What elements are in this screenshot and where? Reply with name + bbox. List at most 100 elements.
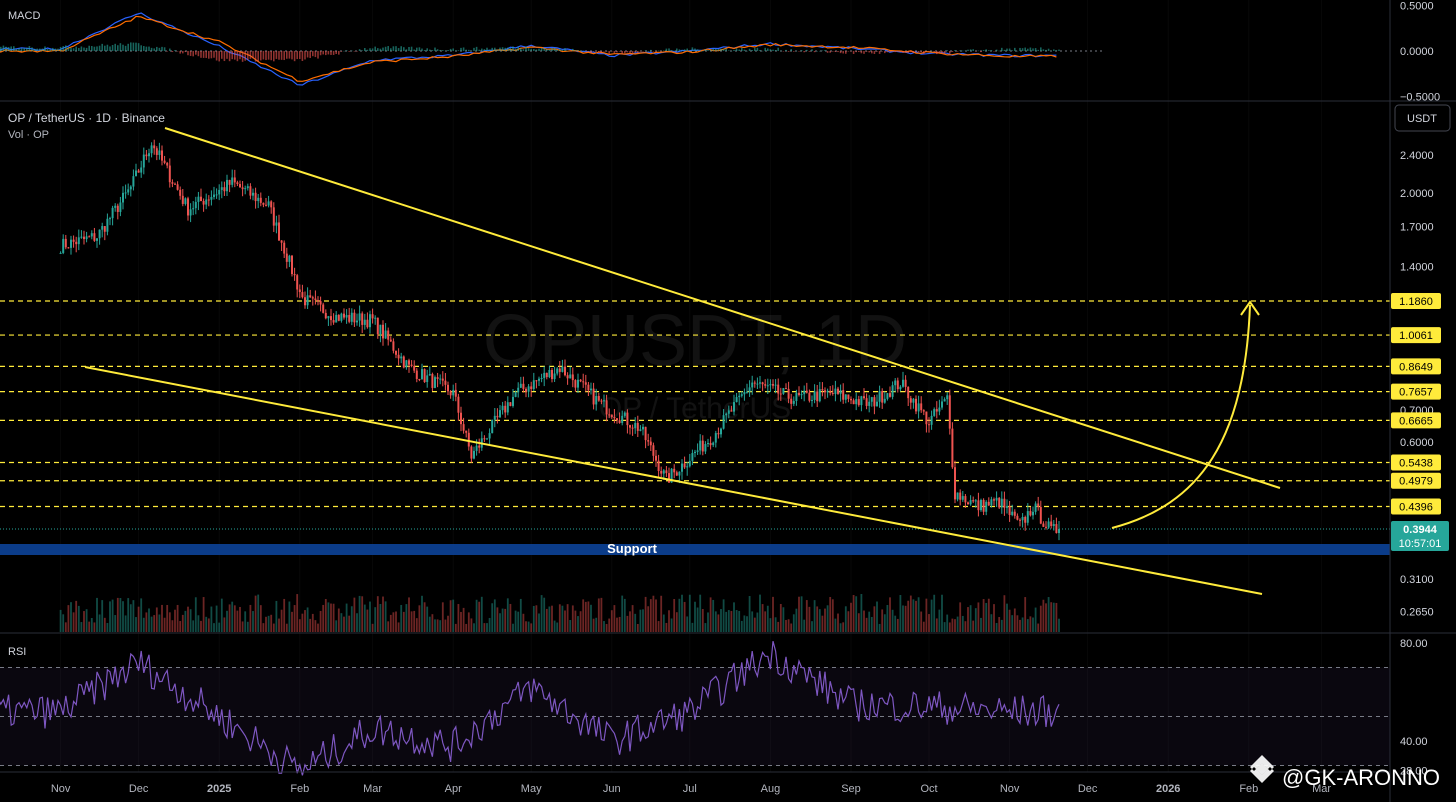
candle	[361, 311, 364, 334]
candle-body	[431, 373, 434, 388]
candle-body	[267, 201, 270, 206]
macd-histogram-bar	[587, 51, 590, 52]
price-level-tag-bg	[1391, 327, 1441, 344]
volume-bar	[1000, 619, 1003, 632]
candle	[592, 382, 595, 410]
macd-histogram-bar	[426, 48, 428, 51]
volume-bar	[1011, 615, 1014, 632]
macd-histogram-bar	[317, 51, 319, 59]
macd-histogram-bar	[379, 48, 382, 51]
macd-histogram-bar	[863, 51, 865, 54]
lower-trendline[interactable]	[84, 366, 1263, 595]
macd-histogram-bar	[936, 51, 938, 55]
candle	[384, 323, 387, 339]
macd-histogram-bar	[527, 48, 530, 51]
macd-histogram-bar	[551, 48, 553, 51]
candle-body	[946, 395, 949, 400]
candle	[798, 386, 800, 397]
candle	[582, 373, 585, 388]
macd-histogram-bar	[1011, 50, 1013, 51]
candle-body	[558, 368, 561, 372]
volume-bar	[353, 597, 356, 632]
macd-histogram-bar	[70, 47, 72, 51]
macd-histogram-bar	[210, 51, 213, 59]
macd-histogram-bar	[195, 51, 197, 55]
macd-histogram-bar	[907, 51, 909, 53]
macd-histogram-bar	[15, 48, 18, 51]
macd-histogram-bar	[166, 51, 168, 52]
macd-histogram-bar	[174, 50, 176, 51]
candle	[132, 169, 135, 191]
candle-body	[441, 378, 444, 381]
candle-body	[722, 415, 725, 429]
candle	[909, 395, 912, 410]
macd-histogram-bar	[772, 49, 774, 51]
macd-histogram-bar	[309, 51, 311, 59]
macd-histogram-bar	[977, 50, 980, 52]
price-level-tag-text: 0.7657	[1399, 387, 1433, 399]
candle	[189, 203, 192, 223]
candle-body	[951, 428, 954, 468]
candle-body	[96, 238, 98, 241]
macd-histogram-bar	[114, 43, 116, 51]
macd-histogram-bar	[704, 49, 707, 51]
candle-body	[548, 369, 551, 378]
candle-body	[522, 383, 525, 389]
macd-histogram-bar	[741, 47, 743, 51]
projection-arrow[interactable]	[1111, 304, 1251, 529]
macd-histogram-bar	[343, 50, 345, 52]
candle	[371, 308, 374, 324]
volume-bar	[1037, 623, 1040, 632]
candle	[194, 196, 197, 215]
price-level-tag: 0.4979	[1391, 472, 1441, 489]
volume-bar	[704, 623, 707, 632]
candle-body	[644, 426, 647, 441]
candle-body	[447, 384, 449, 392]
candle-body	[1019, 519, 1021, 521]
volume-bar	[850, 602, 852, 632]
candle	[436, 372, 439, 388]
volume-bar	[621, 595, 624, 632]
candle	[704, 441, 707, 455]
symbol-title[interactable]: OP / TetherUS · 1D · Binance	[8, 111, 165, 125]
macd-histogram-bar	[611, 51, 613, 52]
upper-trendline[interactable]	[164, 127, 1281, 489]
candle-body	[449, 391, 452, 396]
macd-histogram-bar	[395, 46, 397, 51]
candle	[850, 396, 852, 405]
candle-body	[314, 298, 317, 300]
volume-bar	[220, 598, 223, 632]
macd-histogram-bar	[538, 48, 540, 51]
candle-body	[964, 496, 967, 503]
candle-body	[298, 289, 301, 293]
macd-histogram-bar	[36, 48, 38, 51]
volume-bar	[288, 601, 291, 632]
candle	[577, 373, 579, 394]
volume-bar	[707, 612, 709, 632]
candle-body	[418, 378, 421, 380]
macd-histogram-bar	[72, 48, 75, 51]
candle	[410, 360, 413, 368]
candle	[696, 443, 699, 455]
support-label: Support	[607, 541, 657, 556]
currency-button[interactable]: USDT	[1394, 104, 1451, 132]
candle-body	[699, 440, 702, 451]
volume-bar	[296, 594, 299, 632]
candle-body	[311, 297, 314, 299]
candle	[860, 395, 863, 412]
volume-bar	[77, 605, 80, 632]
candle	[938, 399, 941, 416]
macd-histogram-bar	[577, 50, 579, 51]
candle-body	[896, 380, 899, 390]
macd-histogram-bar	[260, 51, 262, 61]
price-level-tag: 0.7657	[1391, 383, 1441, 400]
volume-bar	[124, 615, 127, 632]
macd-histogram-bar	[878, 51, 881, 54]
volume-bar	[80, 622, 83, 632]
macd-histogram-bar	[837, 51, 839, 53]
macd-histogram-bar	[561, 49, 564, 51]
candle	[75, 236, 78, 253]
price-level-tag: 0.4396	[1391, 498, 1441, 515]
candle	[426, 369, 429, 388]
